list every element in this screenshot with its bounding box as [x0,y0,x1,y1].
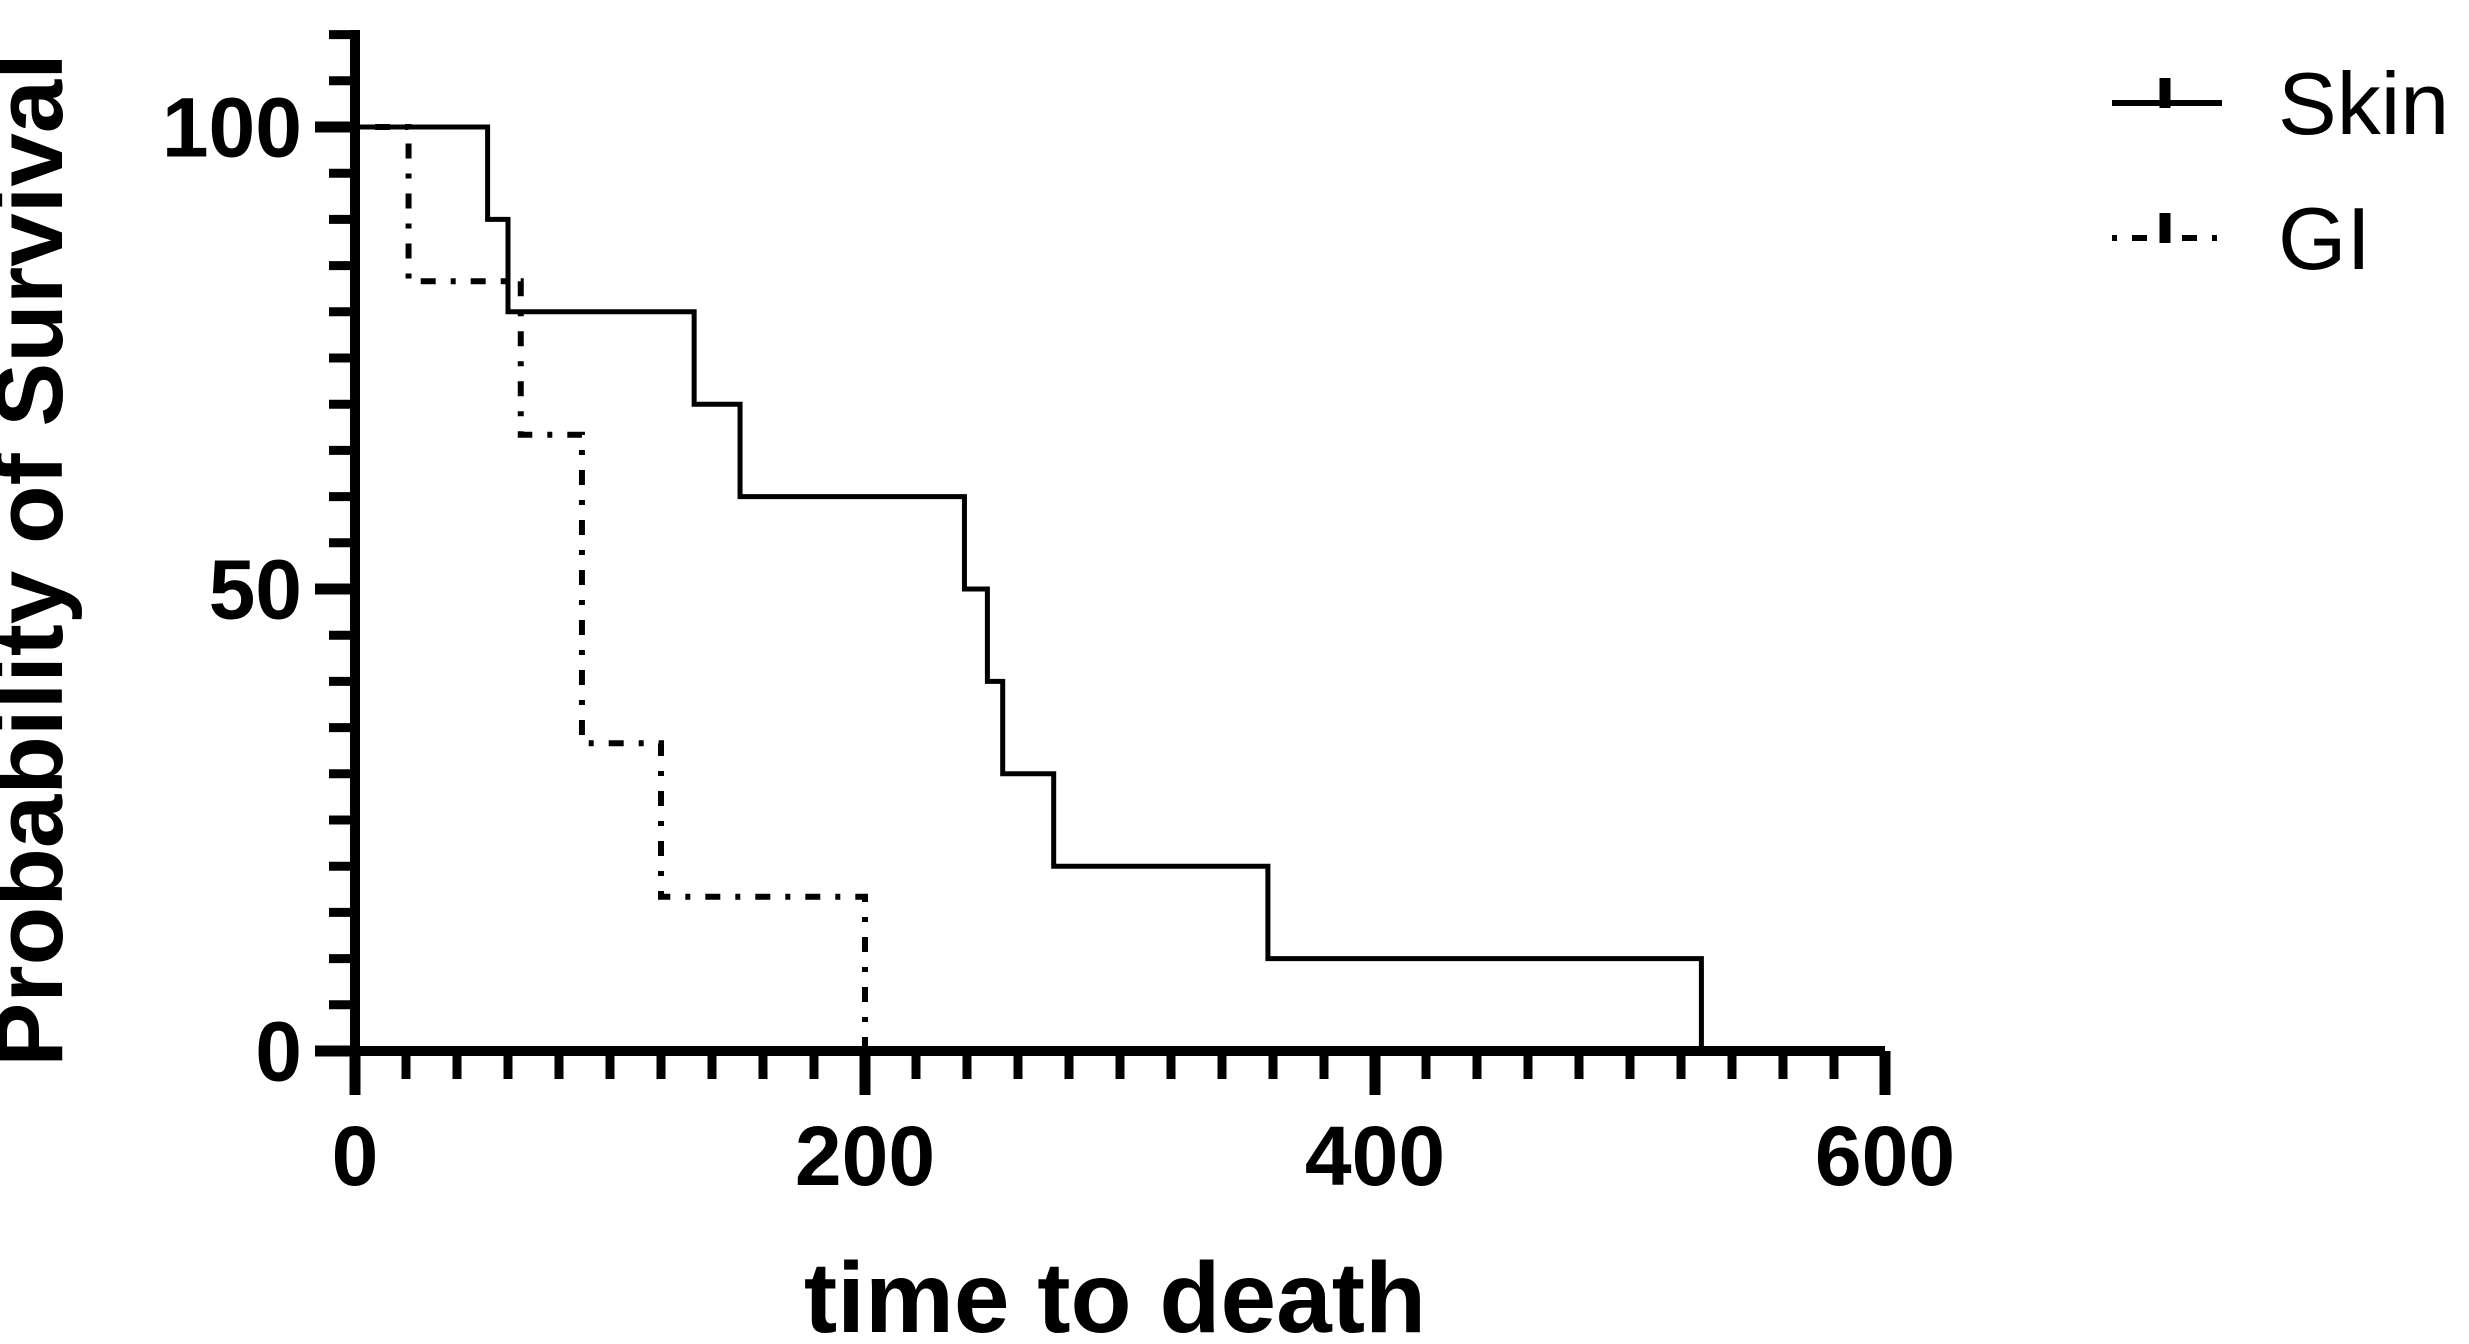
curve-skin [355,124,1704,1051]
legend: Skin GI [2112,54,2449,288]
curve-gi [355,124,868,1051]
x-tick-label: 200 [795,1109,935,1203]
x-tick-label: 0 [332,1109,379,1203]
survival-curves [355,124,1704,1051]
y-tick-label: 50 [209,542,302,636]
x-tick-label: 400 [1305,1109,1445,1203]
legend-label-skin: Skin [2278,54,2449,153]
x-tick-label: 600 [1815,1109,1955,1203]
y-tick-label: 100 [162,80,302,174]
x-axis-title: time to death [804,1242,1426,1344]
legend-item-gi: GI [2112,189,2371,288]
legend-label-gi: GI [2278,189,2371,288]
legend-item-skin: Skin [2112,54,2449,153]
y-axis-title: Probability of Survival [0,53,83,1067]
y-tick-label: 0 [255,1004,302,1098]
axes: 0 50 100 0 200 400 600 [162,30,1955,1203]
